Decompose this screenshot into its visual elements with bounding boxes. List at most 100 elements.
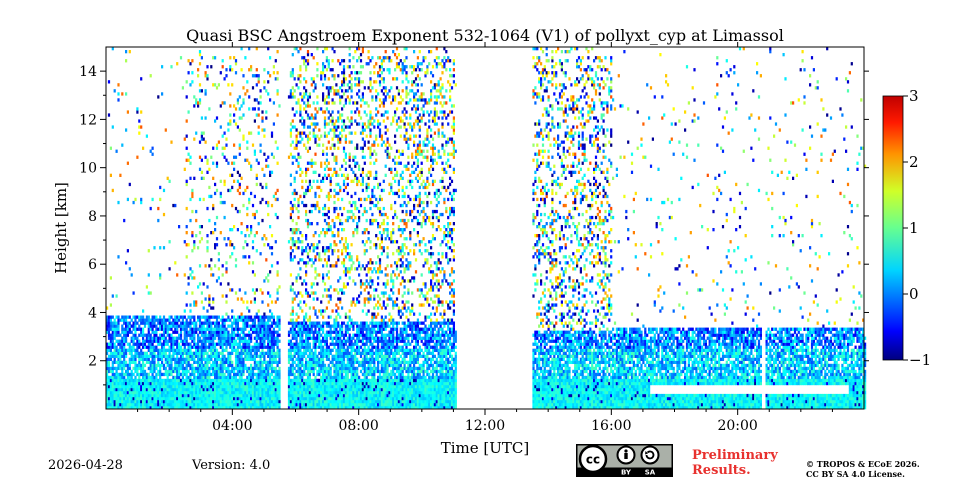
heatmap-cell xyxy=(253,300,256,304)
heatmap-cell xyxy=(128,399,131,404)
heatmap-cell xyxy=(200,300,203,304)
heatmap-cell xyxy=(170,363,173,368)
heatmap-cell xyxy=(123,363,126,368)
heatmap-cell xyxy=(344,339,347,343)
heatmap-cell xyxy=(109,336,112,340)
heatmap-cell xyxy=(214,56,217,60)
heatmap-cell xyxy=(231,203,234,208)
heatmap-cell xyxy=(225,357,228,361)
heatmap-cell xyxy=(198,363,202,368)
heatmap-cell xyxy=(305,390,308,395)
heatmap-cell xyxy=(333,158,336,162)
heatmap-cell xyxy=(329,369,332,374)
heatmap-cell xyxy=(354,384,357,389)
heatmap-cell xyxy=(337,321,340,325)
heatmap-cell xyxy=(295,333,298,337)
heatmap-cell xyxy=(337,59,340,63)
heatmap-cell xyxy=(242,381,245,386)
heatmap-cell xyxy=(130,390,133,395)
heatmap-cell xyxy=(143,333,147,337)
heatmap-cell xyxy=(179,396,183,401)
heatmap-cell xyxy=(320,324,323,328)
heatmap-cell xyxy=(181,384,184,389)
heatmap-cell xyxy=(162,345,166,349)
heatmap-cell xyxy=(195,396,198,401)
heatmap-cell xyxy=(111,372,114,377)
heatmap-cell xyxy=(208,372,211,377)
heatmap-cell xyxy=(253,212,256,217)
heatmap-cell xyxy=(109,381,112,386)
heatmap-cell xyxy=(181,357,184,361)
heatmap-cell xyxy=(225,143,228,147)
heatmap-cell xyxy=(333,384,336,389)
heatmap-cell xyxy=(166,354,169,358)
heatmap-cell xyxy=(113,366,116,371)
heatmap-cell xyxy=(132,378,135,383)
heatmap-cell xyxy=(151,366,154,371)
heatmap-cell xyxy=(238,342,241,346)
heatmap-cell xyxy=(306,372,310,377)
heatmap-cell xyxy=(274,330,277,334)
heatmap-cell xyxy=(187,324,190,328)
heatmap-cell xyxy=(136,369,139,374)
heatmap-cell xyxy=(342,384,346,389)
heatmap-cell xyxy=(341,345,344,349)
heatmap-cell xyxy=(161,351,164,355)
heatmap-cell xyxy=(354,399,357,404)
heatmap-cell xyxy=(113,406,116,410)
heatmap-cell xyxy=(238,327,241,331)
heatmap-cell xyxy=(316,252,319,256)
heatmap-cell xyxy=(329,176,332,180)
heatmap-cell xyxy=(359,406,363,410)
heatmap-cell xyxy=(358,300,361,304)
heatmap-cell xyxy=(253,194,256,199)
heatmap-cell xyxy=(276,77,279,81)
heatmap-cell xyxy=(217,252,220,256)
heatmap-cell xyxy=(106,327,109,331)
heatmap-cell xyxy=(136,399,139,404)
heatmap-cell xyxy=(191,327,194,331)
heatmap-cell xyxy=(306,294,310,298)
heatmap-cell xyxy=(187,390,190,395)
heatmap-cell xyxy=(312,131,315,135)
heatmap-cell xyxy=(316,393,319,398)
heatmap-cell xyxy=(132,324,135,328)
heatmap-cell xyxy=(278,399,281,404)
heatmap-cell xyxy=(354,267,357,271)
heatmap-cell xyxy=(221,375,224,380)
heatmap-cell xyxy=(293,255,296,259)
heatmap-cell xyxy=(225,406,228,410)
heatmap-cell xyxy=(229,396,232,401)
heatmap-cell xyxy=(244,381,247,386)
heatmap-cell xyxy=(212,56,215,60)
heatmap-cell xyxy=(272,399,275,404)
heatmap-cell xyxy=(191,231,194,235)
heatmap-cell xyxy=(121,396,124,401)
heatmap-cell xyxy=(200,357,203,361)
heatmap-cell xyxy=(327,258,330,262)
heatmap-cell xyxy=(115,324,118,328)
heatmap-cell xyxy=(223,381,226,386)
heatmap-cell xyxy=(143,406,147,410)
heatmap-cell xyxy=(250,345,253,349)
heatmap-cell xyxy=(149,149,152,153)
heatmap-cell xyxy=(170,381,173,386)
heatmap-cell xyxy=(166,403,169,407)
heatmap-cell xyxy=(318,396,321,401)
heatmap-cell xyxy=(166,342,169,346)
heatmap-cell xyxy=(204,396,207,401)
heatmap-cell xyxy=(181,327,184,331)
heatmap-cell xyxy=(329,384,332,389)
heatmap-cell xyxy=(276,351,279,355)
heatmap-cell xyxy=(346,218,349,223)
heatmap-cell xyxy=(312,351,315,355)
heatmap-cell xyxy=(219,369,222,374)
heatmap-cell xyxy=(253,342,256,346)
heatmap-cell xyxy=(193,246,196,250)
heatmap-cell xyxy=(342,206,346,211)
heatmap-cell xyxy=(121,348,124,352)
heatmap-cell xyxy=(342,348,346,352)
heatmap-cell xyxy=(269,406,272,410)
heatmap-cell xyxy=(289,252,292,256)
heatmap-cell xyxy=(358,261,361,265)
